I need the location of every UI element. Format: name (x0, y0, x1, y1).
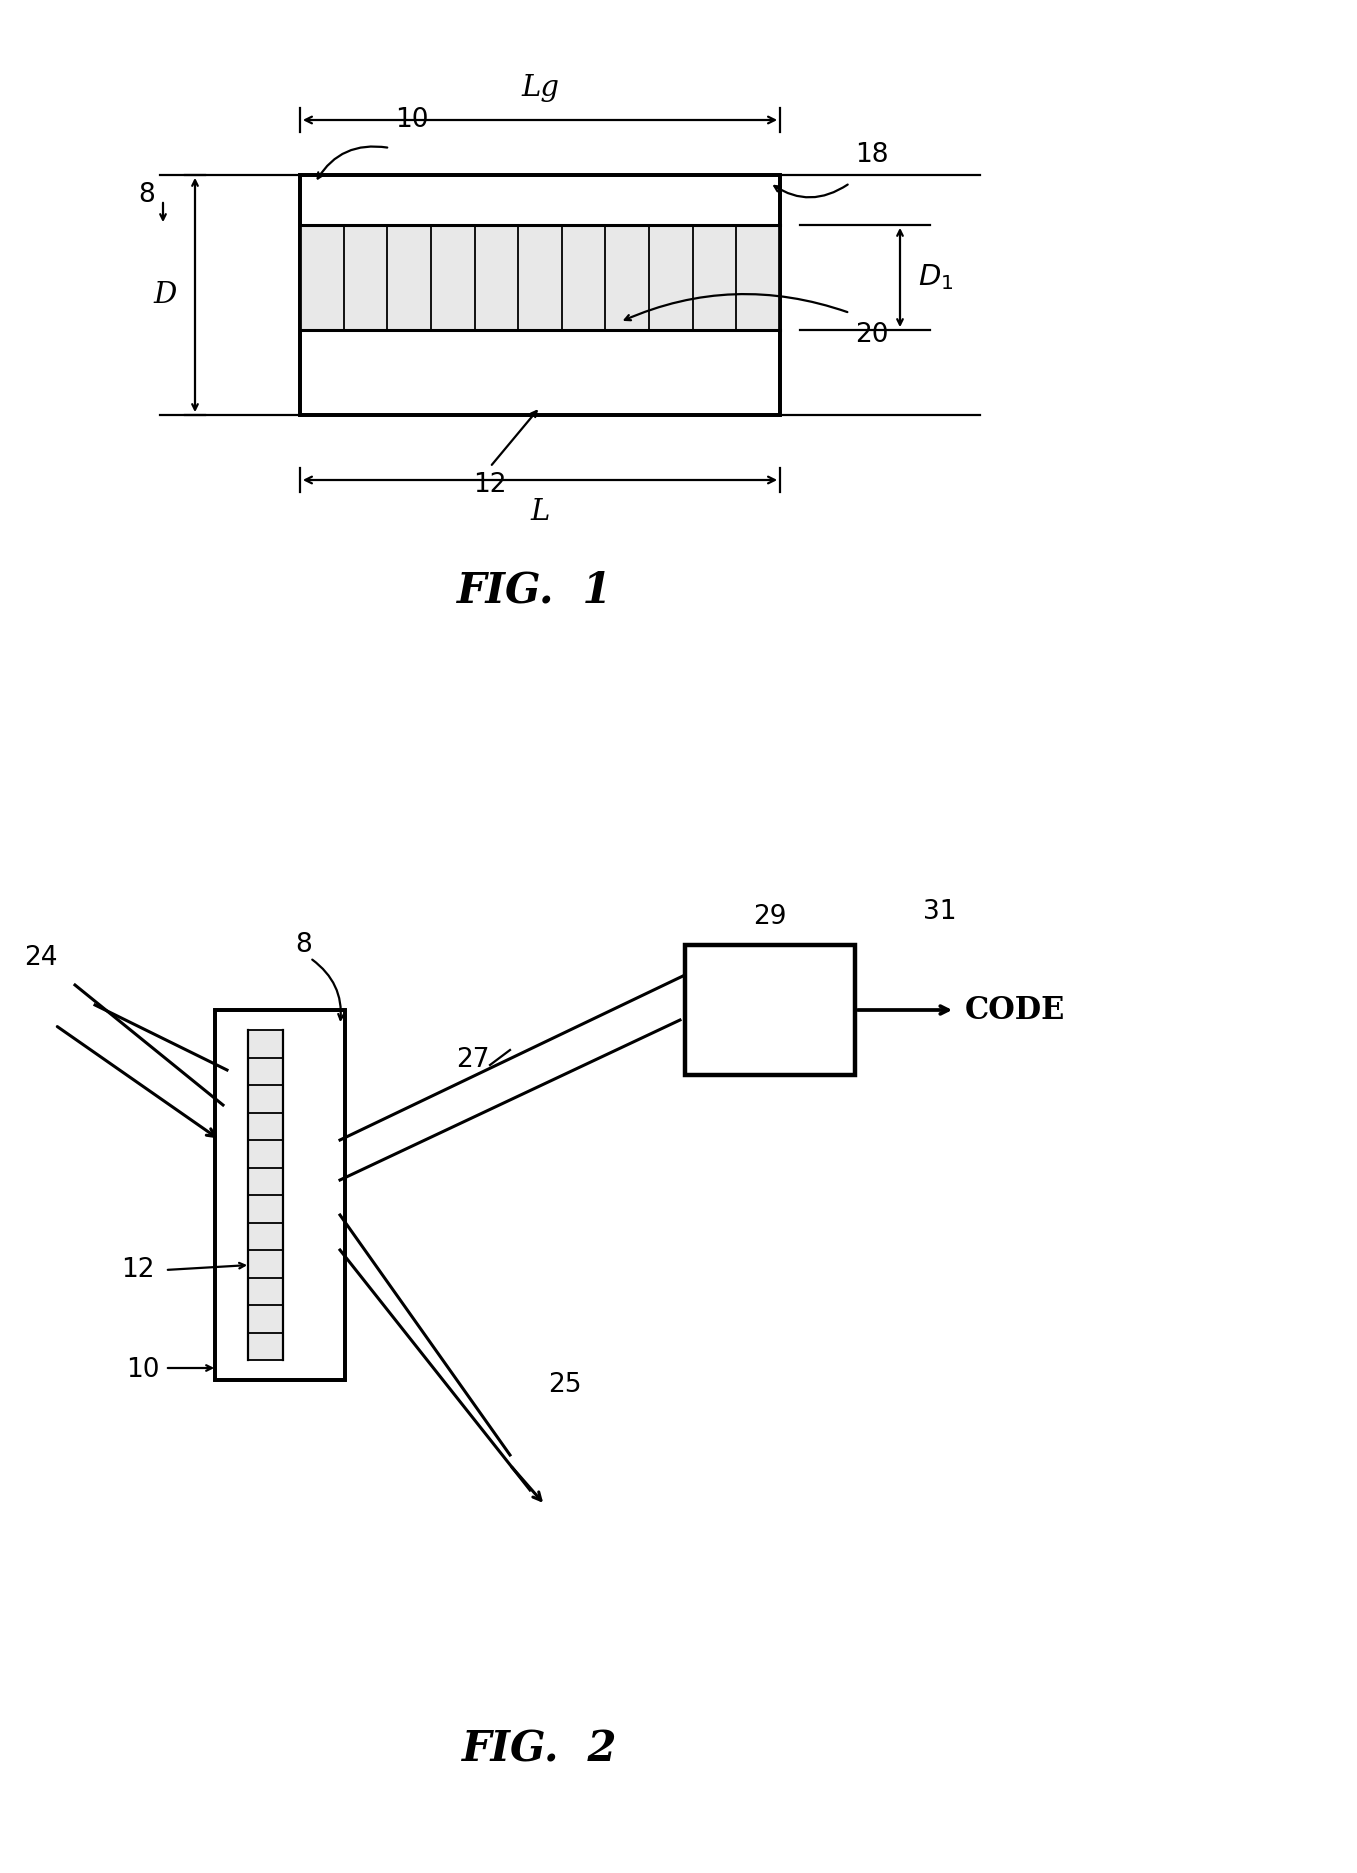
Bar (300, 174, 780, 416)
Bar (685, 946, 855, 1075)
Text: 25: 25 (548, 1373, 582, 1397)
Text: 12: 12 (474, 472, 506, 498)
Text: 31: 31 (923, 899, 957, 925)
Bar (300, 225, 780, 330)
Text: 24: 24 (24, 946, 58, 970)
Bar (300, 174, 780, 416)
Text: $D_1$: $D_1$ (917, 262, 954, 292)
Text: DET.: DET. (730, 995, 810, 1026)
Text: FIG.  2: FIG. 2 (463, 1729, 617, 1772)
Bar (214, 1010, 345, 1380)
Text: L: L (531, 498, 550, 526)
Text: 12: 12 (122, 1257, 155, 1283)
Text: 27: 27 (456, 1047, 490, 1073)
Text: Lg: Lg (521, 75, 559, 101)
Text: FIG.  1: FIG. 1 (457, 569, 613, 611)
Text: 20: 20 (855, 322, 889, 348)
Text: 10: 10 (395, 107, 429, 133)
Text: D: D (153, 281, 176, 309)
Text: 18: 18 (855, 142, 889, 169)
Text: 8: 8 (138, 182, 155, 208)
Text: CODE: CODE (965, 995, 1065, 1026)
Bar (214, 1010, 345, 1380)
Bar (248, 1030, 284, 1360)
Text: 29: 29 (753, 905, 787, 931)
Text: 10: 10 (126, 1358, 160, 1382)
Text: 8: 8 (294, 933, 312, 957)
